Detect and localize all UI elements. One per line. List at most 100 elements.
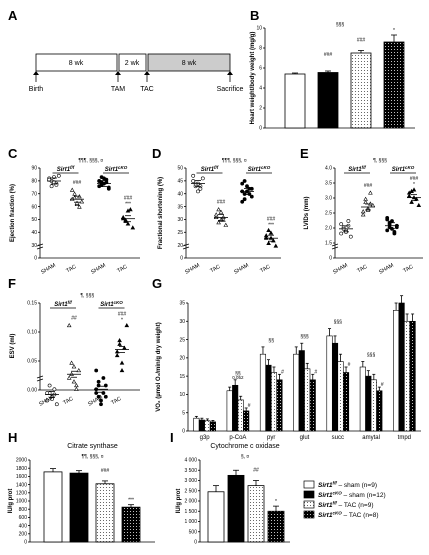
panel-letter: B xyxy=(250,8,259,23)
significance-label: ¶¶¶, §§§, ¤ xyxy=(222,158,247,164)
data-point xyxy=(69,360,74,365)
data-point xyxy=(69,187,75,192)
y-tick-label: 35 xyxy=(179,301,185,307)
x-tick-label: TAC xyxy=(259,264,271,275)
data-point xyxy=(249,194,254,199)
significance-label: * xyxy=(275,499,277,505)
data-point xyxy=(385,228,390,233)
data-point xyxy=(49,184,54,189)
y-tick-label: 40 xyxy=(31,230,37,236)
y-tick-label: 0 xyxy=(194,540,197,546)
bar xyxy=(265,364,272,432)
y-tick-label: 1800 xyxy=(16,466,27,472)
data-point xyxy=(79,199,85,204)
y-axis-title: IU/g prot xyxy=(8,489,14,514)
group-label: Sirt1cKO xyxy=(392,165,415,173)
y-tick-label: 0 xyxy=(180,256,183,262)
bar xyxy=(209,421,216,432)
data-point xyxy=(406,193,412,198)
x-tick-label: glut xyxy=(300,435,310,441)
y-tick-label: 8 xyxy=(259,46,262,52)
y-tick-label: 1000 xyxy=(16,499,27,505)
y-axis-title: ESV (ml) xyxy=(10,334,16,359)
data-point xyxy=(124,322,130,328)
data-point xyxy=(263,233,269,238)
significance-label: §§§ xyxy=(300,334,309,340)
panel-i: I 0 500 1 000 1 500 2 000 2 500 3 000 3 500 4 000… xyxy=(170,430,290,546)
y-tick-label: 1600 xyxy=(16,474,27,480)
data-point xyxy=(74,382,79,388)
segment-label: 8 wk xyxy=(182,60,197,67)
arrow-heads xyxy=(33,71,233,75)
y-tick-label: 200 xyxy=(19,532,28,538)
panel-a: A 8 wk 2 wk 8 wk Birth TAM TAC Sacrifice xyxy=(8,8,244,93)
significance-label: * xyxy=(413,182,415,188)
significance-label: *** xyxy=(128,498,134,504)
panel-letter: F xyxy=(8,276,16,291)
y-axis-title: IU/g prot xyxy=(176,489,182,514)
y-tick-label: 0.10 xyxy=(27,330,37,336)
bar xyxy=(259,353,267,432)
bar xyxy=(193,417,200,432)
y-tick-label: 20 xyxy=(177,243,183,249)
axis-break xyxy=(36,375,44,382)
panel-letter: G xyxy=(152,276,162,291)
group-label: Sirt1f/f xyxy=(201,165,219,173)
data-point xyxy=(114,349,120,354)
y-tick-label: 30 xyxy=(179,319,185,325)
event-label: TAC xyxy=(140,86,153,93)
y-axis-title: LVIDs (mm) xyxy=(304,197,310,230)
y-tick-label: 500 xyxy=(189,529,198,535)
event-label: Sacrifice xyxy=(217,86,244,93)
bar xyxy=(237,399,244,432)
data-point xyxy=(77,204,82,209)
y-tick-label: 2 500 xyxy=(184,488,197,494)
data-point xyxy=(99,175,104,180)
bar xyxy=(43,471,63,543)
y-tick-label: 70 xyxy=(31,191,37,197)
p-value: 0.052 xyxy=(232,375,244,380)
data-point xyxy=(411,187,417,192)
y-tick-label: 50 xyxy=(31,217,37,223)
data-point xyxy=(71,379,77,384)
bar xyxy=(198,419,205,432)
bar xyxy=(376,390,383,432)
significance-label: §§ xyxy=(235,371,241,377)
data-point xyxy=(409,188,414,193)
bar xyxy=(267,510,285,543)
y-axis-title: Ejection fraction (%) xyxy=(10,184,16,242)
significance-label: ¶, §§§ xyxy=(80,293,94,299)
panel-letter: H xyxy=(8,430,17,445)
data-point xyxy=(242,179,247,183)
data-point xyxy=(47,383,52,388)
significance-label: ### xyxy=(124,196,133,202)
data-point xyxy=(346,219,351,223)
bar xyxy=(383,41,405,129)
significance-label: # xyxy=(314,369,317,375)
data-point xyxy=(54,402,59,407)
event-label: TAM xyxy=(111,86,125,93)
data-point xyxy=(101,376,106,380)
panel-c: C 0 30 40 50 60 70 80 90 Ejection fraction (%) Sir… xyxy=(8,146,140,276)
bar xyxy=(276,379,283,432)
data-point xyxy=(198,184,203,189)
data-point xyxy=(213,212,219,217)
y-tick-label: 45 xyxy=(177,179,183,185)
data-point xyxy=(363,199,368,204)
legend-label: Sirt1f/f – sham (n=9) xyxy=(318,481,377,490)
y-tick-label: 0.00 xyxy=(27,388,37,394)
y-tick-label: 20 xyxy=(179,356,185,362)
y-tick-label: 30 xyxy=(177,217,183,223)
data-point xyxy=(368,190,373,195)
panel-letter: I xyxy=(170,430,174,445)
y-tick-label: 2000 xyxy=(16,458,27,464)
significance-label: §§§ xyxy=(334,320,343,326)
significance-label: *** xyxy=(268,222,274,228)
data-point xyxy=(191,173,196,178)
data-point xyxy=(99,398,103,403)
legend-label: Sirt1cKO – sham (n=12) xyxy=(318,491,386,500)
y-tick-label: 10 xyxy=(179,392,185,398)
data-point xyxy=(196,189,200,194)
data-point xyxy=(76,367,82,373)
